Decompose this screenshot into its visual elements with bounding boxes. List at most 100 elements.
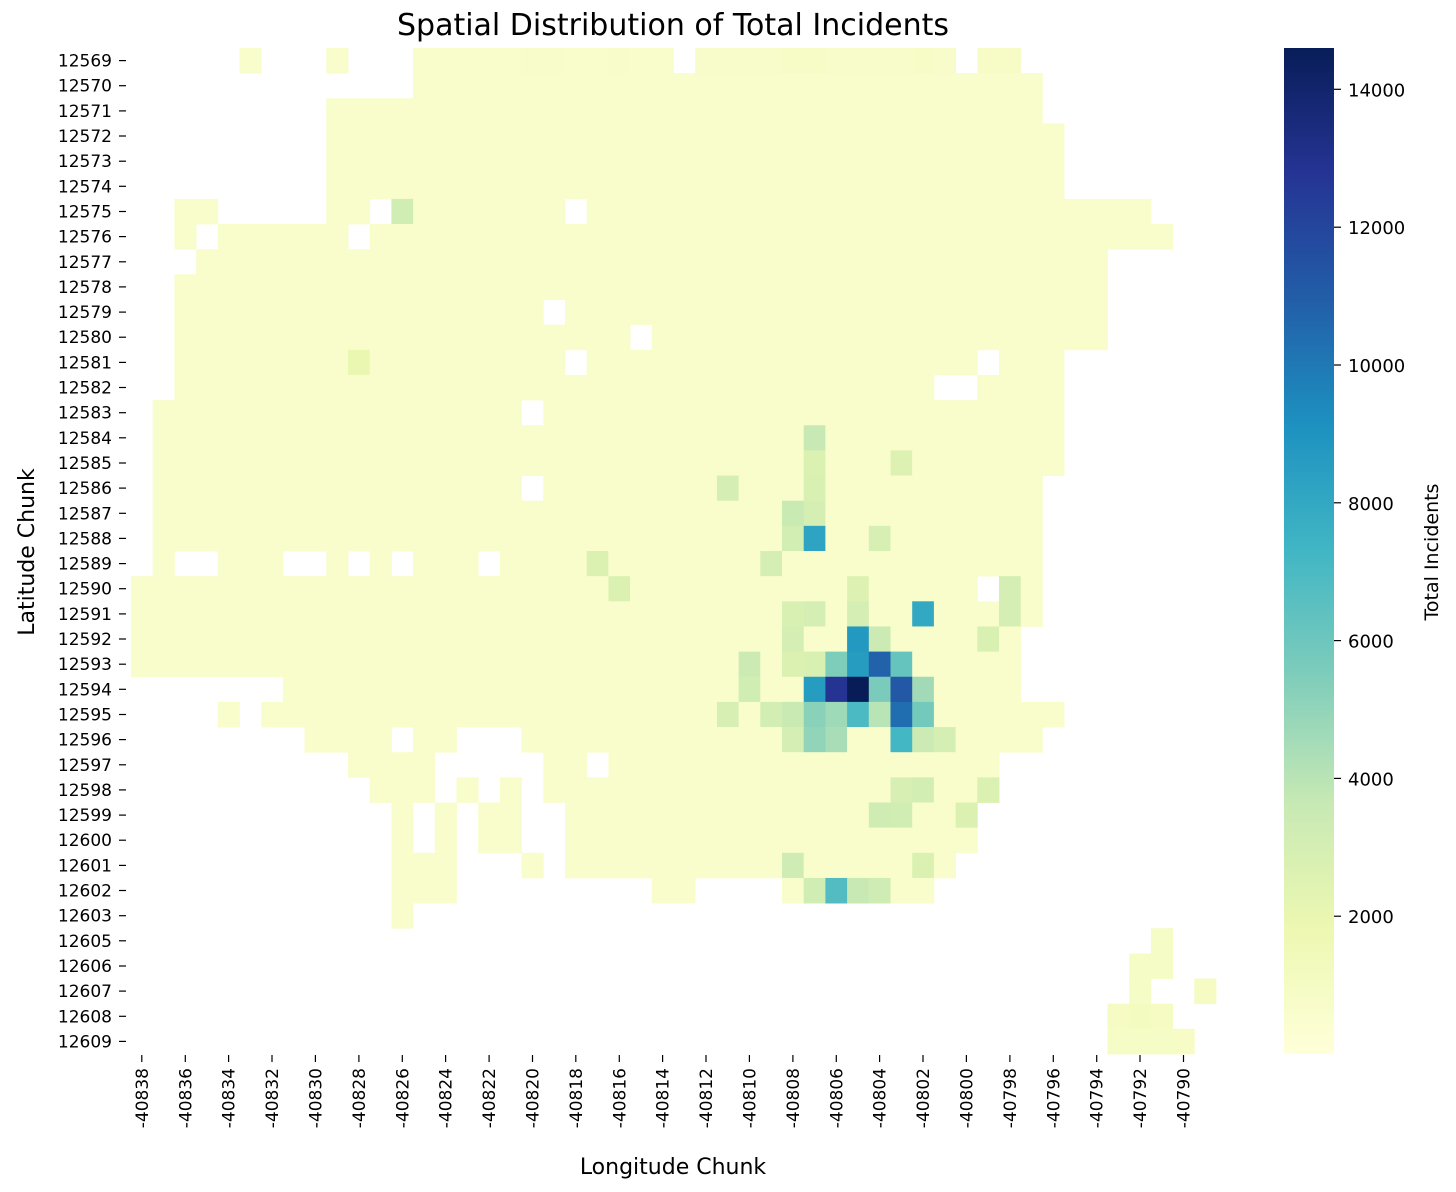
heatmap-cell xyxy=(565,651,588,678)
heatmap-cell xyxy=(847,701,870,728)
heatmap-cell xyxy=(651,224,674,250)
heatmap-cell xyxy=(890,752,913,778)
heatmap-cell xyxy=(478,148,501,175)
heatmap-cell xyxy=(825,777,848,803)
heatmap-cell xyxy=(413,123,436,149)
heatmap-cell xyxy=(369,676,392,703)
heatmap-cell xyxy=(521,450,544,476)
x-tick-label: -40836 xyxy=(176,1068,196,1128)
heatmap-cell xyxy=(738,73,761,99)
x-tick-label: -40826 xyxy=(393,1068,413,1128)
heatmap-cell xyxy=(890,450,913,476)
heatmap-cell xyxy=(521,374,544,401)
x-tick-label: -40828 xyxy=(350,1068,370,1128)
heatmap-cell xyxy=(434,98,457,124)
heatmap-cell xyxy=(868,98,891,124)
heatmap-cell xyxy=(434,500,457,527)
heatmap-cell xyxy=(217,475,240,502)
heatmap-cell xyxy=(933,802,956,829)
heatmap-cell xyxy=(456,425,479,451)
heatmap-cell xyxy=(586,500,609,527)
heatmap-cell xyxy=(152,525,175,552)
heatmap-cell xyxy=(955,651,978,678)
heatmap-cell xyxy=(847,374,870,401)
heatmap-cell xyxy=(847,852,870,879)
heatmap-cell xyxy=(543,249,566,275)
heatmap-cell xyxy=(217,299,240,326)
heatmap-cell xyxy=(565,701,588,728)
heatmap-cell xyxy=(326,324,349,351)
heatmap-cell xyxy=(977,299,1000,326)
heatmap-cell xyxy=(933,727,956,753)
heatmap-cell xyxy=(1042,400,1065,426)
heatmap-cell xyxy=(565,274,588,300)
heatmap-cell xyxy=(847,576,870,602)
heatmap-cell xyxy=(152,576,175,602)
heatmap-cell xyxy=(304,500,327,527)
heatmap-cell xyxy=(478,425,501,451)
heatmap-cell xyxy=(478,299,501,326)
heatmap-cell xyxy=(651,349,674,376)
heatmap-cell xyxy=(716,601,739,627)
heatmap-cell xyxy=(304,224,327,250)
heatmap-cell xyxy=(803,98,826,124)
heatmap-cell xyxy=(868,852,891,879)
colorbar-tick-label: 6000 xyxy=(1348,632,1394,653)
heatmap-cell xyxy=(478,274,501,300)
heatmap-cell xyxy=(499,173,522,200)
heatmap-cell xyxy=(521,727,544,753)
heatmap-cell xyxy=(738,425,761,451)
heatmap-cell xyxy=(565,98,588,124)
heatmap-cell xyxy=(369,274,392,300)
heatmap-cell xyxy=(1172,1028,1195,1055)
heatmap-cell xyxy=(977,752,1000,778)
heatmap-cell xyxy=(565,576,588,602)
heatmap-cell xyxy=(630,626,653,652)
heatmap-cell xyxy=(673,551,696,577)
heatmap-cell xyxy=(738,400,761,426)
heatmap-cell xyxy=(282,576,305,602)
heatmap-cell xyxy=(499,601,522,627)
heatmap-cell xyxy=(391,224,414,250)
heatmap-cell xyxy=(673,500,696,527)
heatmap-cell xyxy=(890,525,913,552)
heatmap-cell xyxy=(478,173,501,200)
heatmap-cell xyxy=(955,224,978,250)
heatmap-cell xyxy=(348,274,371,300)
heatmap-cell xyxy=(348,601,371,627)
heatmap-cell xyxy=(391,123,414,149)
heatmap-cell xyxy=(456,374,479,401)
heatmap-cell xyxy=(348,727,371,753)
heatmap-cell xyxy=(651,374,674,401)
heatmap-cell xyxy=(716,73,739,99)
heatmap-cell xyxy=(1107,1028,1130,1055)
heatmap-cell xyxy=(456,98,479,124)
y-tick-label: 12602 xyxy=(58,882,112,902)
heatmap-cell xyxy=(434,827,457,854)
heatmap-cell xyxy=(1020,701,1043,728)
heatmap-cell xyxy=(434,48,457,74)
heatmap-cell xyxy=(630,450,653,476)
heatmap-cell xyxy=(1042,324,1065,351)
heatmap-cell xyxy=(304,274,327,300)
heatmap-cell xyxy=(434,676,457,703)
heatmap-cell xyxy=(803,500,826,527)
heatmap-cell xyxy=(217,224,240,250)
heatmap-cell xyxy=(825,475,848,502)
heatmap-cell xyxy=(868,626,891,652)
heatmap-cell xyxy=(912,525,935,552)
heatmap-cell xyxy=(586,576,609,602)
heatmap-cell xyxy=(912,827,935,854)
heatmap-cell xyxy=(695,651,718,678)
heatmap-cell xyxy=(673,852,696,879)
y-tick-label: 12571 xyxy=(58,102,112,122)
heatmap-cell xyxy=(847,324,870,351)
heatmap-cell xyxy=(738,852,761,879)
heatmap-cell xyxy=(499,299,522,326)
heatmap-cell xyxy=(348,249,371,275)
heatmap-cell xyxy=(890,299,913,326)
heatmap-cell xyxy=(543,324,566,351)
heatmap-cell xyxy=(912,123,935,149)
heatmap-cell xyxy=(608,727,631,753)
heatmap-cell xyxy=(933,500,956,527)
